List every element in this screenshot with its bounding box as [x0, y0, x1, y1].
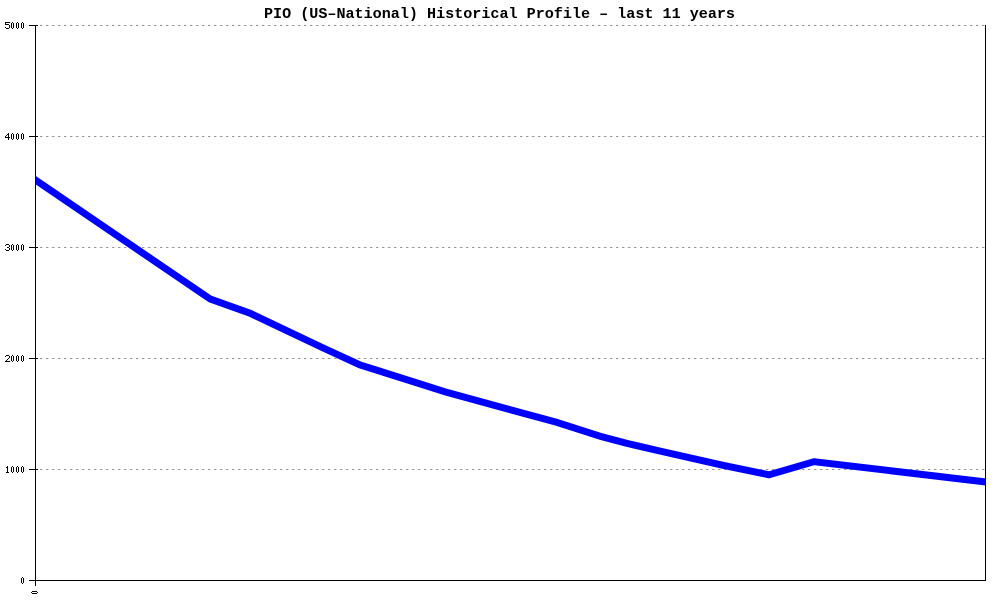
svg-text:PIO (US–National) Historical P: PIO (US–National) Historical Profile – l… — [264, 5, 735, 23]
